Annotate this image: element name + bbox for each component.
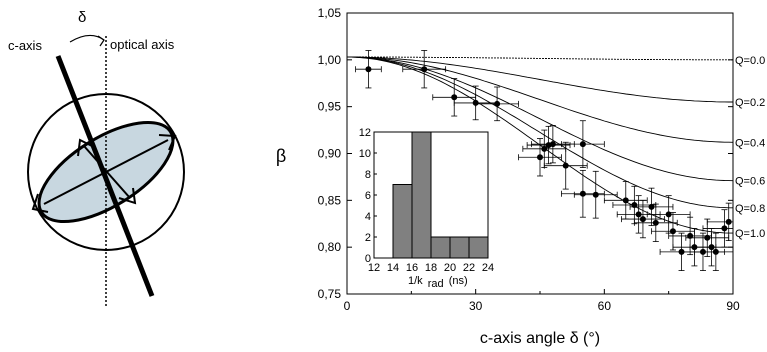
- curve-label: Q=0.0: [735, 55, 765, 67]
- data-point: [699, 248, 706, 255]
- data-point: [592, 191, 599, 198]
- inset-y-tick-label: 10: [359, 148, 371, 160]
- curve-label: Q=0.6: [735, 176, 765, 188]
- data-point: [494, 100, 501, 107]
- inset-x-tick-label: 24: [482, 262, 494, 274]
- inset-y-tick-label: 4: [365, 211, 371, 223]
- inset-x-tick-label: 18: [425, 262, 437, 274]
- inset-y-tick-label: 6: [365, 190, 371, 202]
- inset-x-tick-label: 22: [463, 262, 475, 274]
- inset-xlabel-subscript: rad: [428, 278, 444, 290]
- inset-y-tick-label: 12: [359, 127, 371, 139]
- inset-y-tick-label: 8: [365, 169, 371, 181]
- histogram-bar: [468, 236, 489, 259]
- data-point: [639, 216, 646, 223]
- inset-y-tick-label: 2: [365, 232, 371, 244]
- data-point: [635, 211, 642, 218]
- inset-x-tick-label: 20: [444, 262, 456, 274]
- histogram-bar: [411, 131, 432, 259]
- data-point: [712, 248, 719, 255]
- data-point: [669, 228, 676, 235]
- data-point: [365, 66, 372, 73]
- y-tick-label: 0,75: [318, 287, 342, 301]
- y-tick-label: 0,95: [318, 100, 342, 114]
- main-curve-labels: Q=0.0 Q=0.2 Q=0.4 Q=0.6 Q=0.8 Q=1.0: [735, 55, 765, 240]
- y-tick-label: 0,80: [318, 240, 342, 254]
- theory-curve: [347, 56, 734, 143]
- x-tick-label: 90: [726, 299, 740, 313]
- data-point: [704, 234, 711, 241]
- data-point: [687, 232, 694, 239]
- curve-label: Q=0.4: [735, 137, 765, 149]
- y-tick-label: 0,85: [318, 193, 342, 207]
- inset-y-ticks: 0 2 4 6 8 10 12: [359, 127, 377, 265]
- c-axis-label: c-axis: [8, 38, 42, 53]
- curve-label: Q=1.0: [735, 228, 765, 240]
- inset-bars: [392, 131, 489, 259]
- curve-label: Q=0.8: [735, 203, 765, 215]
- main-points: [365, 66, 732, 255]
- data-point: [451, 94, 458, 101]
- data-point: [562, 162, 569, 169]
- histogram-bar: [392, 184, 413, 259]
- data-point: [579, 141, 586, 148]
- x-tick-label: 0: [344, 299, 351, 313]
- inset-x-tick-label: 14: [387, 262, 399, 274]
- main-y-axis-title: β: [276, 146, 286, 166]
- crystal-schematic: c-axis δ optical axis: [8, 9, 185, 308]
- inset-x-tick-label: 16: [406, 262, 418, 274]
- inset-x-tick-label: 12: [368, 262, 380, 274]
- data-point: [648, 203, 655, 210]
- data-point: [541, 145, 548, 152]
- data-point: [725, 218, 732, 225]
- data-point: [549, 141, 556, 148]
- data-point: [421, 66, 428, 73]
- inset-y-tick-label: 0: [365, 253, 371, 265]
- data-point: [708, 244, 715, 251]
- theory-curve: [347, 56, 733, 103]
- data-point: [631, 202, 638, 209]
- data-point: [678, 248, 685, 255]
- x-tick-label: 60: [598, 299, 612, 313]
- inset-x-ticks: 12 14 16 18 20 22 24: [368, 255, 494, 274]
- data-point: [537, 154, 543, 161]
- data-point: [652, 219, 659, 226]
- data-point: [665, 211, 672, 218]
- histogram-bar: [449, 236, 470, 259]
- inset-x-axis-title: 1/k rad (ns): [408, 275, 468, 290]
- main-y-ticks: 0,75 0,80 0,85 0,90 0,95 1,00 1,05: [318, 6, 733, 301]
- data-point: [579, 190, 586, 197]
- x-tick-label: 30: [469, 299, 483, 313]
- in-plane-arrows: [31, 134, 177, 213]
- data-point: [691, 244, 698, 251]
- optical-axis-label: optical axis: [110, 37, 175, 52]
- main-chart: 0 30 60 90 0,750,800,850,900,951,001,05 Q=0…: [276, 6, 765, 347]
- theory-curve: [347, 56, 733, 61]
- data-point: [472, 99, 479, 106]
- curve-label: Q=0.2: [735, 97, 765, 109]
- main-x-axis-title: c-axis angle δ (°): [480, 330, 600, 347]
- c-axis-rod: [55, 55, 155, 297]
- y-tick-label: 1,00: [318, 53, 342, 67]
- data-point: [721, 225, 728, 232]
- delta-arrowhead: [97, 35, 105, 47]
- inset-xlabel-main: 1/k: [408, 275, 423, 287]
- inset-xlabel-unit: (ns): [449, 275, 468, 287]
- y-tick-label: 0,90: [318, 147, 342, 161]
- y-tick-label: 1,05: [318, 6, 342, 20]
- histogram-bar: [430, 236, 451, 259]
- main-x-ticks: 0 30 60 90: [344, 289, 740, 313]
- delta-symbol: δ: [78, 9, 86, 26]
- theory-curve: [346, 56, 734, 182]
- data-point: [622, 197, 629, 204]
